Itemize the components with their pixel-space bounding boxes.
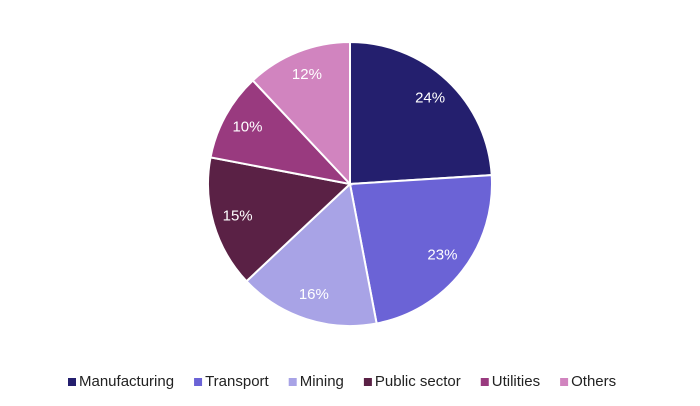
data-label: 24%	[415, 90, 445, 107]
pie-slice	[207, 156, 353, 283]
pie-slice	[209, 79, 353, 186]
pie-slice	[251, 40, 351, 187]
legend-swatch	[194, 378, 203, 386]
legend-swatch	[68, 378, 76, 386]
data-label: 12%	[292, 66, 322, 83]
legend-label: Mining	[300, 373, 344, 390]
pie-slice	[245, 182, 378, 327]
data-label: 16%	[299, 286, 329, 303]
legend-label: Public sector	[375, 373, 461, 390]
legend-swatch	[288, 378, 297, 386]
legend-swatch	[480, 378, 489, 386]
legend-label: Utilities	[492, 373, 540, 390]
data-label: 15%	[223, 208, 253, 225]
legend-swatch	[560, 378, 569, 386]
pie-slice	[348, 174, 493, 325]
data-label: 10%	[232, 119, 262, 136]
legend-label: Transport	[205, 373, 269, 390]
pie-slice	[349, 40, 493, 186]
legend-swatch	[363, 378, 372, 386]
legend-label: Others	[571, 373, 616, 390]
legend-label: Manufacturing	[79, 373, 174, 390]
data-label: 23%	[427, 247, 457, 264]
